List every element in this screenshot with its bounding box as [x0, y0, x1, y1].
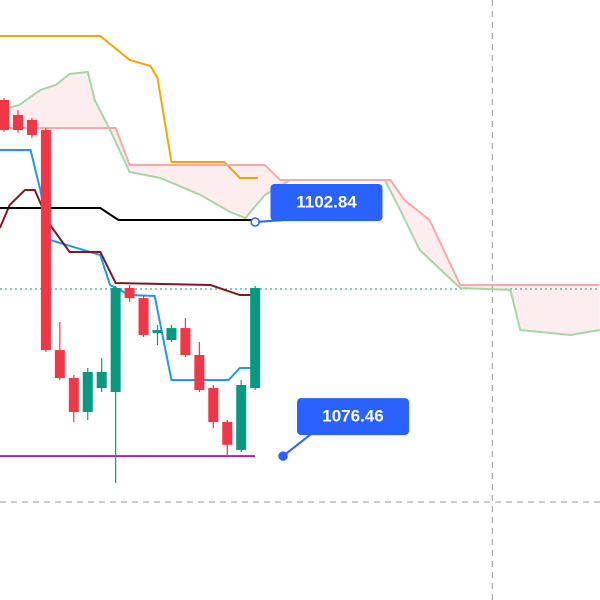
- candle-body: [250, 288, 261, 389]
- candle-body: [138, 298, 149, 335]
- cloud: [0, 71, 600, 335]
- candle-body: [26, 119, 37, 135]
- anchor-point: [250, 217, 260, 227]
- candle-body: [180, 328, 191, 356]
- candle-body: [124, 288, 135, 299]
- candle-body: [96, 371, 107, 389]
- candle-body: [68, 377, 79, 412]
- indicator-line: [0, 127, 600, 287]
- candle-body: [40, 129, 51, 351]
- indicator-line: [0, 188, 256, 297]
- candle-body: [166, 328, 177, 341]
- candle-body: [54, 350, 65, 378]
- candle-body: [82, 371, 93, 412]
- price-label: 1076.46: [278, 398, 410, 461]
- label-pointer: [282, 433, 312, 457]
- candle-body: [222, 422, 233, 445]
- candle-body: [194, 355, 205, 390]
- indicator-line: [0, 206, 256, 221]
- label-box: [270, 184, 383, 222]
- candle-body: [236, 385, 247, 450]
- label-text: 1076.46: [322, 407, 383, 426]
- label-box: [297, 398, 410, 436]
- candle-body: [0, 100, 10, 130]
- anchor-point: [278, 451, 288, 461]
- indicator-line: [0, 70, 600, 336]
- indicator-line: [0, 35, 258, 179]
- candle-body: [110, 288, 121, 393]
- label-text: 1102.84: [296, 192, 357, 211]
- price-label: 1102.84: [250, 184, 383, 227]
- candle-body: [208, 388, 219, 423]
- candle-body: [12, 114, 23, 130]
- candle-body: [152, 329, 163, 334]
